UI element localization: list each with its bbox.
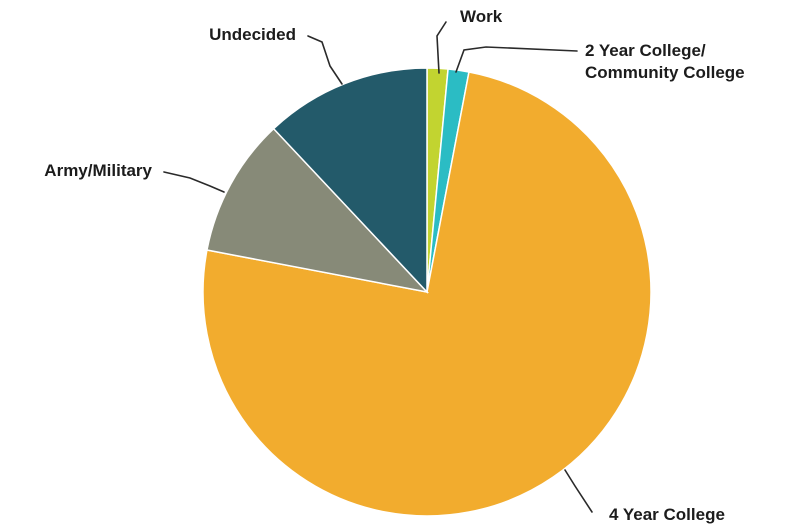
slice-label-4-year-college: 4 Year College: [609, 505, 725, 524]
pie-slice-undecided: [272, 67, 428, 294]
slice-label-work: Work: [460, 7, 503, 26]
leader-line-work: [436, 21, 447, 74]
pie-slice-4-year-college: [202, 71, 652, 517]
leader-line-4-year-college: [564, 469, 593, 513]
pie-slices: [202, 67, 652, 517]
leader-lines: [163, 21, 593, 513]
leader-line-undecided: [307, 35, 343, 85]
slice-label-army-military: Army/Military: [44, 161, 152, 180]
slice-label-2-year-college: 2 Year College/Community College: [585, 41, 745, 82]
pie-slice-army-military: [206, 127, 430, 294]
leader-line-2-year-college: [455, 46, 578, 73]
slice-label-undecided: Undecided: [209, 25, 296, 44]
slice-labels: Work 2 Year College/Community College 4 Ye…: [44, 7, 744, 524]
leader-line-army-military: [163, 171, 225, 193]
